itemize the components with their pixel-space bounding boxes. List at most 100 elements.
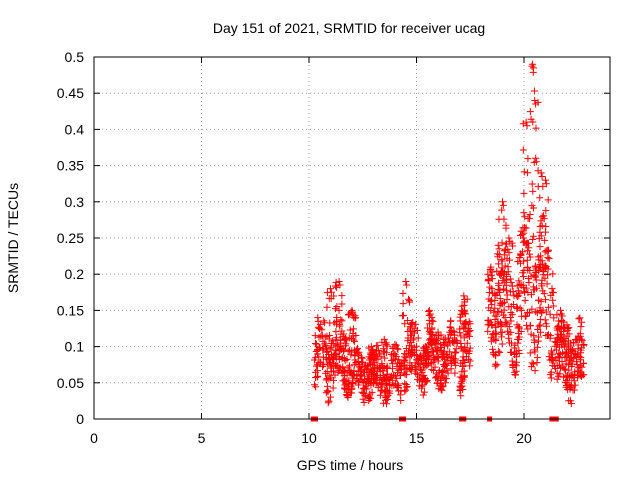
data-point	[367, 381, 375, 389]
data-point	[557, 310, 565, 318]
data-point	[406, 366, 414, 374]
data-point	[514, 339, 522, 347]
y-tick-label: 0.15	[57, 302, 84, 318]
data-point	[418, 368, 426, 376]
data-point	[537, 169, 545, 177]
data-point	[372, 371, 380, 379]
data-point	[501, 262, 509, 270]
data-point	[534, 253, 542, 261]
data-point	[515, 277, 523, 285]
data-point	[500, 215, 508, 223]
data-point	[516, 281, 524, 289]
data-point	[532, 124, 540, 132]
data-point	[548, 351, 556, 359]
data-point	[457, 343, 465, 351]
data-point	[527, 291, 535, 299]
data-point	[493, 267, 501, 275]
data-point	[517, 231, 525, 239]
data-point	[434, 328, 442, 336]
y-tick-label: 0.45	[57, 85, 84, 101]
data-point	[335, 356, 343, 364]
data-point	[528, 62, 536, 70]
data-point	[461, 321, 469, 329]
data-point	[341, 356, 349, 364]
data-point	[494, 241, 502, 249]
data-point	[444, 334, 452, 342]
data-point	[531, 367, 539, 375]
data-point	[409, 336, 417, 344]
data-point	[568, 360, 576, 368]
data-point	[345, 346, 353, 354]
data-point	[431, 374, 439, 382]
data-point	[354, 351, 362, 359]
data-point	[539, 182, 547, 190]
data-point	[536, 328, 544, 336]
data-point	[446, 356, 454, 364]
data-point	[526, 349, 534, 357]
data-point	[462, 330, 470, 338]
data-point	[491, 304, 499, 312]
data-point	[417, 354, 425, 362]
data-point	[576, 330, 584, 338]
data-point	[488, 285, 496, 293]
data-point	[370, 364, 378, 372]
data-point	[422, 348, 430, 356]
data-point	[380, 335, 388, 343]
data-point	[518, 231, 526, 239]
data-point	[496, 295, 504, 303]
data-point	[490, 308, 498, 316]
data-point	[532, 158, 540, 166]
data-point	[490, 329, 498, 337]
data-point	[553, 375, 561, 383]
data-point	[356, 364, 364, 372]
data-point	[340, 377, 348, 385]
data-point	[391, 372, 399, 380]
data-point	[484, 316, 492, 324]
chart-title: Day 151 of 2021, SRMTID for receiver uca…	[213, 20, 485, 36]
data-point	[443, 366, 451, 374]
data-point	[404, 295, 412, 303]
data-point	[428, 324, 436, 332]
data-point	[548, 288, 556, 296]
data-point	[522, 284, 530, 292]
data-point	[354, 357, 362, 365]
data-point	[457, 332, 465, 340]
data-point	[376, 391, 384, 399]
data-point	[572, 353, 580, 361]
data-point	[489, 345, 497, 353]
data-point	[548, 355, 556, 363]
data-point	[323, 345, 331, 353]
data-point	[555, 317, 563, 325]
data-point	[529, 60, 537, 68]
data-point	[336, 281, 344, 289]
data-point	[509, 242, 517, 250]
data-point	[358, 388, 366, 396]
data-point	[419, 375, 427, 383]
data-point	[381, 396, 389, 404]
x-axis-label: GPS time / hours	[297, 457, 404, 473]
data-point	[531, 348, 539, 356]
data-point	[461, 358, 469, 366]
data-point	[508, 357, 516, 365]
data-point	[419, 344, 427, 352]
data-point	[493, 361, 501, 369]
data-point	[533, 354, 541, 362]
data-point	[506, 288, 514, 296]
data-point	[456, 329, 464, 337]
data-point	[319, 353, 327, 361]
data-point	[521, 288, 529, 296]
data-point	[400, 353, 408, 361]
data-point	[541, 316, 549, 324]
data-point	[406, 298, 414, 306]
data-point	[399, 311, 407, 319]
data-point	[563, 343, 571, 351]
data-point	[394, 345, 402, 353]
data-point	[553, 311, 561, 319]
data-point	[562, 350, 570, 358]
data-point	[329, 384, 337, 392]
data-point	[488, 268, 496, 276]
data-point	[332, 362, 340, 370]
data-point	[506, 238, 514, 246]
data-point	[314, 314, 322, 322]
data-point	[389, 344, 397, 352]
